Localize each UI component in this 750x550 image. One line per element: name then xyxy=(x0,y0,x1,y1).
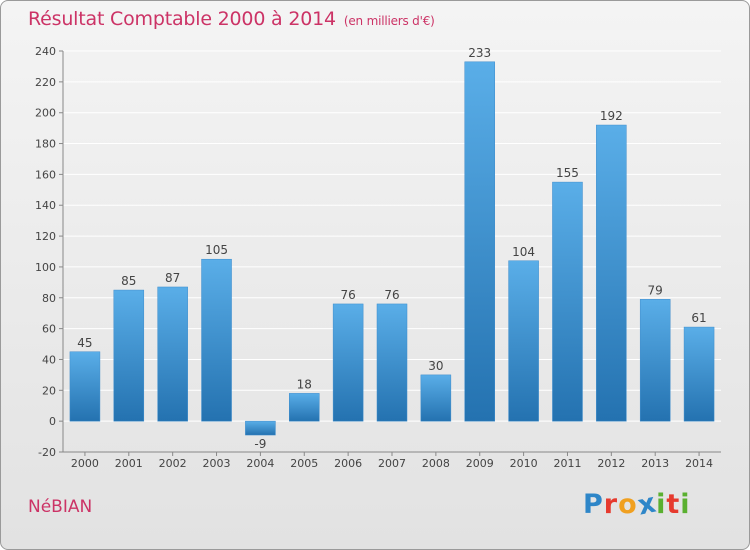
logo-letter: i xyxy=(656,489,667,520)
y-tick-label: 0 xyxy=(49,415,56,428)
bar xyxy=(552,181,583,422)
x-tick-label: 2012 xyxy=(597,457,625,470)
bar xyxy=(508,260,539,422)
x-tick-label: 2009 xyxy=(466,457,494,470)
logo-letter: P xyxy=(583,489,604,520)
bar xyxy=(157,286,188,422)
data-label: 85 xyxy=(121,274,136,288)
x-tick-label: 2008 xyxy=(422,457,450,470)
data-label: 155 xyxy=(556,166,579,180)
x-tick-label: 2001 xyxy=(115,457,143,470)
logo-letter: o xyxy=(618,489,638,520)
y-tick-label: 20 xyxy=(42,384,56,397)
bar xyxy=(289,393,320,422)
data-label: 192 xyxy=(600,109,623,123)
y-tick-label: 160 xyxy=(35,168,56,181)
bar xyxy=(201,258,232,422)
bar xyxy=(420,374,452,422)
bar xyxy=(464,61,495,422)
chart-title: Résultat Comptable 2000 à 2014 (en millie… xyxy=(28,8,435,30)
y-tick-label: 40 xyxy=(42,353,56,366)
data-label: 79 xyxy=(648,283,663,297)
data-label: 76 xyxy=(340,288,355,302)
y-tick-label: 100 xyxy=(35,261,56,274)
data-label: 76 xyxy=(384,288,399,302)
x-tick-label: 2000 xyxy=(71,457,99,470)
x-tick-label: 2014 xyxy=(685,457,713,470)
x-tick-label: 2003 xyxy=(203,457,231,470)
x-tick-label: 2007 xyxy=(378,457,406,470)
data-label: 18 xyxy=(297,377,312,391)
bar xyxy=(113,289,145,422)
y-tick-label: 240 xyxy=(35,45,56,58)
data-label: 105 xyxy=(205,243,228,257)
logo-letter: t xyxy=(666,489,681,520)
x-tick-label: 2004 xyxy=(246,457,274,470)
logo-letter: i xyxy=(680,489,691,520)
y-tick-label: 80 xyxy=(42,292,56,305)
data-label: 233 xyxy=(468,46,491,60)
bar xyxy=(69,351,101,422)
data-label: 87 xyxy=(165,271,180,285)
y-tick-label: 120 xyxy=(35,230,56,243)
y-tick-label: 200 xyxy=(35,107,56,120)
proxiti-logo: Proxiti xyxy=(583,487,691,521)
bar xyxy=(639,299,671,422)
data-label: 30 xyxy=(428,359,443,373)
logo-letter: r xyxy=(603,489,619,520)
x-tick-label: 2005 xyxy=(290,457,318,470)
bar xyxy=(245,420,276,436)
x-tick-label: 2002 xyxy=(159,457,187,470)
y-tick-label: -20 xyxy=(38,446,56,459)
data-label: 45 xyxy=(77,336,92,350)
commune-name: NéBIAN xyxy=(28,497,93,517)
x-tick-label: 2013 xyxy=(641,457,669,470)
y-tick-label: 140 xyxy=(35,199,56,212)
y-tick-label: 60 xyxy=(42,323,56,336)
bar xyxy=(376,303,408,422)
x-tick-label: 2011 xyxy=(553,457,581,470)
x-tick-label: 2010 xyxy=(510,457,538,470)
x-tick-label: 2006 xyxy=(334,457,362,470)
bar xyxy=(332,303,364,422)
chart-subtitle: (en milliers d'€) xyxy=(343,14,435,28)
data-label: -9 xyxy=(254,437,266,451)
bar xyxy=(683,326,715,422)
data-label: 61 xyxy=(691,311,706,325)
bar xyxy=(596,124,627,422)
y-tick-label: 180 xyxy=(35,138,56,151)
data-label: 104 xyxy=(512,245,535,259)
y-tick-label: 220 xyxy=(35,76,56,89)
